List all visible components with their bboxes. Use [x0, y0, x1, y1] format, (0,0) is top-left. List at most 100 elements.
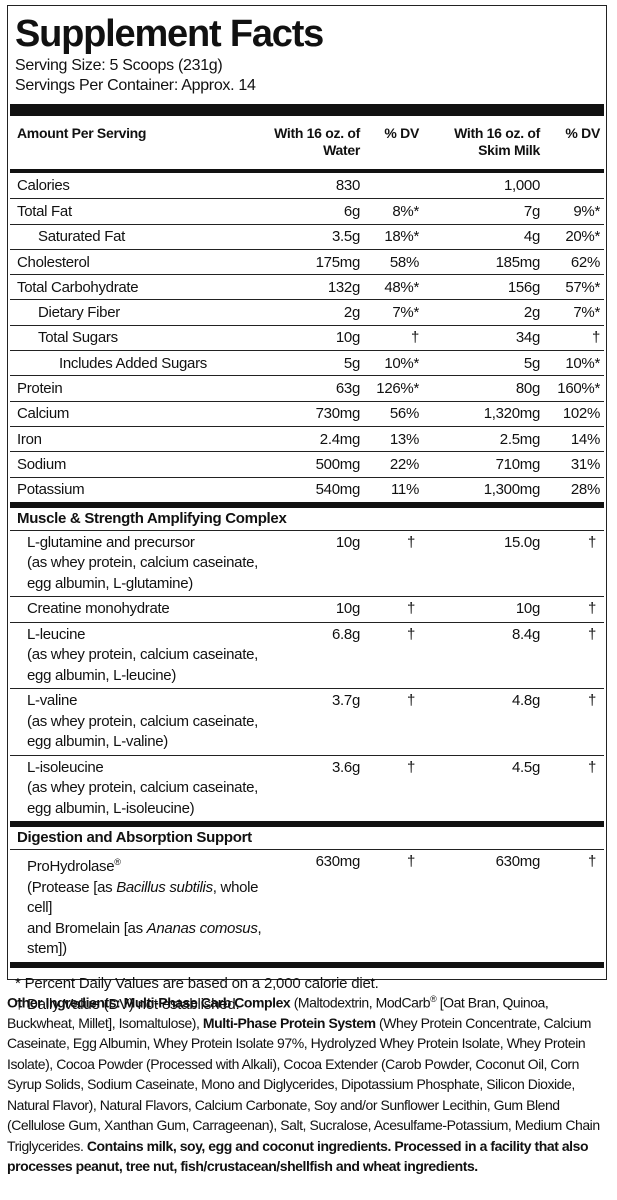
amount: 8.4g [512, 625, 540, 643]
amount: 8%* [392, 202, 419, 220]
amount: 7g [523, 202, 540, 220]
nutrient-name: Potassium [17, 481, 85, 499]
servings-per-container: Servings Per Container: Approx. 14 [15, 77, 256, 94]
amount: 28% [570, 481, 600, 499]
nutrient-row: Includes Added Sugars 5g 10%* 5g 10%* [10, 350, 604, 375]
nutrient-row: Protein 63g 126%* 80g 160%* [10, 375, 604, 400]
text-segment: Ananas comosus [146, 919, 258, 937]
amount: † [587, 692, 596, 710]
ingredient-row: L-isoleucine (as whey protein, calcium ca… [10, 754, 604, 822]
amount: 10%* [565, 354, 600, 372]
amount: 80g [515, 380, 540, 398]
amount: 4.5g [512, 758, 540, 776]
amount: 62% [570, 253, 600, 271]
nutrient-row: Sodium 500mg 22% 710mg 31% [10, 451, 604, 476]
amount: 57%* [565, 278, 600, 296]
column-header: % DV [565, 125, 600, 141]
text-segment: (Protease [as [27, 878, 117, 896]
ingredient-detail: egg albumin, L-isoleucine) [27, 799, 195, 817]
nutrient-name: Total Carbohydrate [17, 278, 139, 296]
column-header-row: Amount Per Serving With 16 oz. of Water % … [10, 116, 604, 169]
ingredient-name: L-valine (as whey protein, calcium casein… [10, 691, 274, 753]
nutrient-name: Saturated Fat [38, 228, 125, 246]
divider [10, 501, 604, 508]
nutrient-name: Dietary Fiber [38, 304, 120, 322]
nutrient-name: Sodium [17, 455, 67, 473]
amount: † [587, 600, 596, 618]
column-header: Amount Per Serving [17, 125, 147, 141]
amount: 175mg [315, 253, 361, 271]
ingredient-row: ProHydrolase® (Protease [as Bacillus subt… [10, 849, 604, 962]
amount: † [591, 329, 600, 347]
amount: 6.8g [332, 625, 360, 643]
ingredient-row: L-leucine (as whey protein, calcium casei… [10, 621, 604, 689]
column-header: With 16 oz. of Skim Milk [454, 125, 540, 158]
section-title: Digestion and Absorption Support [17, 829, 252, 847]
text-segment: Other Ingredients: Multi-Phase Carb Comp… [7, 994, 291, 1011]
amount: † [587, 625, 596, 643]
amount: 102% [562, 405, 600, 423]
amount: 15.0g [503, 533, 540, 551]
amount: 10g [515, 600, 540, 618]
amount: 22% [389, 455, 419, 473]
text-segment: Contains milk, soy, egg and coconut ingr… [7, 1137, 589, 1174]
amount: 34g [515, 329, 540, 347]
amount: 2g [343, 304, 360, 322]
nutrient-row: Calories 830 1,000 [10, 173, 604, 198]
text-segment: ® [114, 857, 121, 868]
ingredient-name: L-glutamine and precursor (as whey protei… [10, 533, 274, 595]
amount: 4.8g [512, 692, 540, 710]
text-segment: Bacillus subtilis [116, 878, 213, 896]
divider [10, 961, 604, 968]
amount: 2g [523, 304, 540, 322]
ingredient-detail: (as whey protein, calcium caseinate, [27, 646, 258, 664]
divider [10, 169, 604, 173]
amount: 1,320mg [483, 405, 541, 423]
text-segment: (Whey Protein Concentrate, Calcium Casei… [7, 1015, 600, 1154]
text-segment: (Maltodextrin, ModCarb [290, 994, 431, 1011]
title: Supplement Facts [15, 13, 324, 55]
nutrient-name: Protein [17, 380, 63, 398]
nutrient-name: Includes Added Sugars [59, 354, 207, 372]
amount: 31% [570, 455, 600, 473]
nutrient-name: Calcium [17, 405, 70, 423]
amount: 18%* [384, 228, 419, 246]
ingredient-detail: and Bromelain [as Ananas comosus, stem]) [27, 919, 274, 960]
ingredient-label: Creatine monohydrate [27, 600, 170, 618]
amount: 185mg [495, 253, 541, 271]
ingredient-row: Creatine monohydrate 10g † 10g † [10, 596, 604, 622]
nutrient-name: Calories [17, 177, 70, 195]
text-segment: Multi-Phase Protein System [202, 1015, 376, 1032]
nutrient-name: Total Sugars [38, 329, 118, 347]
ingredient-label: L-leucine [27, 625, 86, 643]
text-segment: and Bromelain [as [27, 919, 147, 937]
amount: 9%* [573, 202, 600, 220]
ingredient-detail: (as whey protein, calcium caseinate, [27, 554, 258, 572]
nutrient-row: Potassium 540mg 11% 1,300mg 28% [10, 476, 604, 502]
column-header: % DV [384, 125, 419, 141]
nutrient-row: Cholesterol 175mg 58% 185mg 62% [10, 248, 604, 274]
amount: 2.4mg [319, 430, 361, 448]
footnote: † Daily Value (DV) not established. [15, 995, 240, 1013]
amount: 160%* [557, 380, 600, 398]
amount: 132g [327, 278, 360, 296]
amount: † [587, 853, 596, 871]
amount: † [406, 533, 415, 551]
amount: † [587, 758, 596, 776]
amount: 1,000 [503, 177, 540, 195]
amount: 830 [335, 177, 360, 195]
ingredient-detail: (as whey protein, calcium caseinate, [27, 779, 258, 797]
amount: 10g [335, 533, 360, 551]
amount: 6g [343, 202, 360, 220]
amount: 14% [570, 430, 600, 448]
ingredient-label: L-isoleucine [27, 758, 104, 776]
amount: † [410, 329, 419, 347]
amount: 126%* [376, 380, 419, 398]
nutrient-name: Total Fat [17, 202, 72, 220]
ingredient-detail: egg albumin, L-leucine) [27, 666, 177, 684]
amount: 4g [523, 228, 540, 246]
ingredient-label: ProHydrolase® [27, 852, 274, 878]
footnotes: * Percent Daily Values are based on a 2,… [10, 968, 604, 1015]
text-segment: ® [430, 994, 437, 1004]
